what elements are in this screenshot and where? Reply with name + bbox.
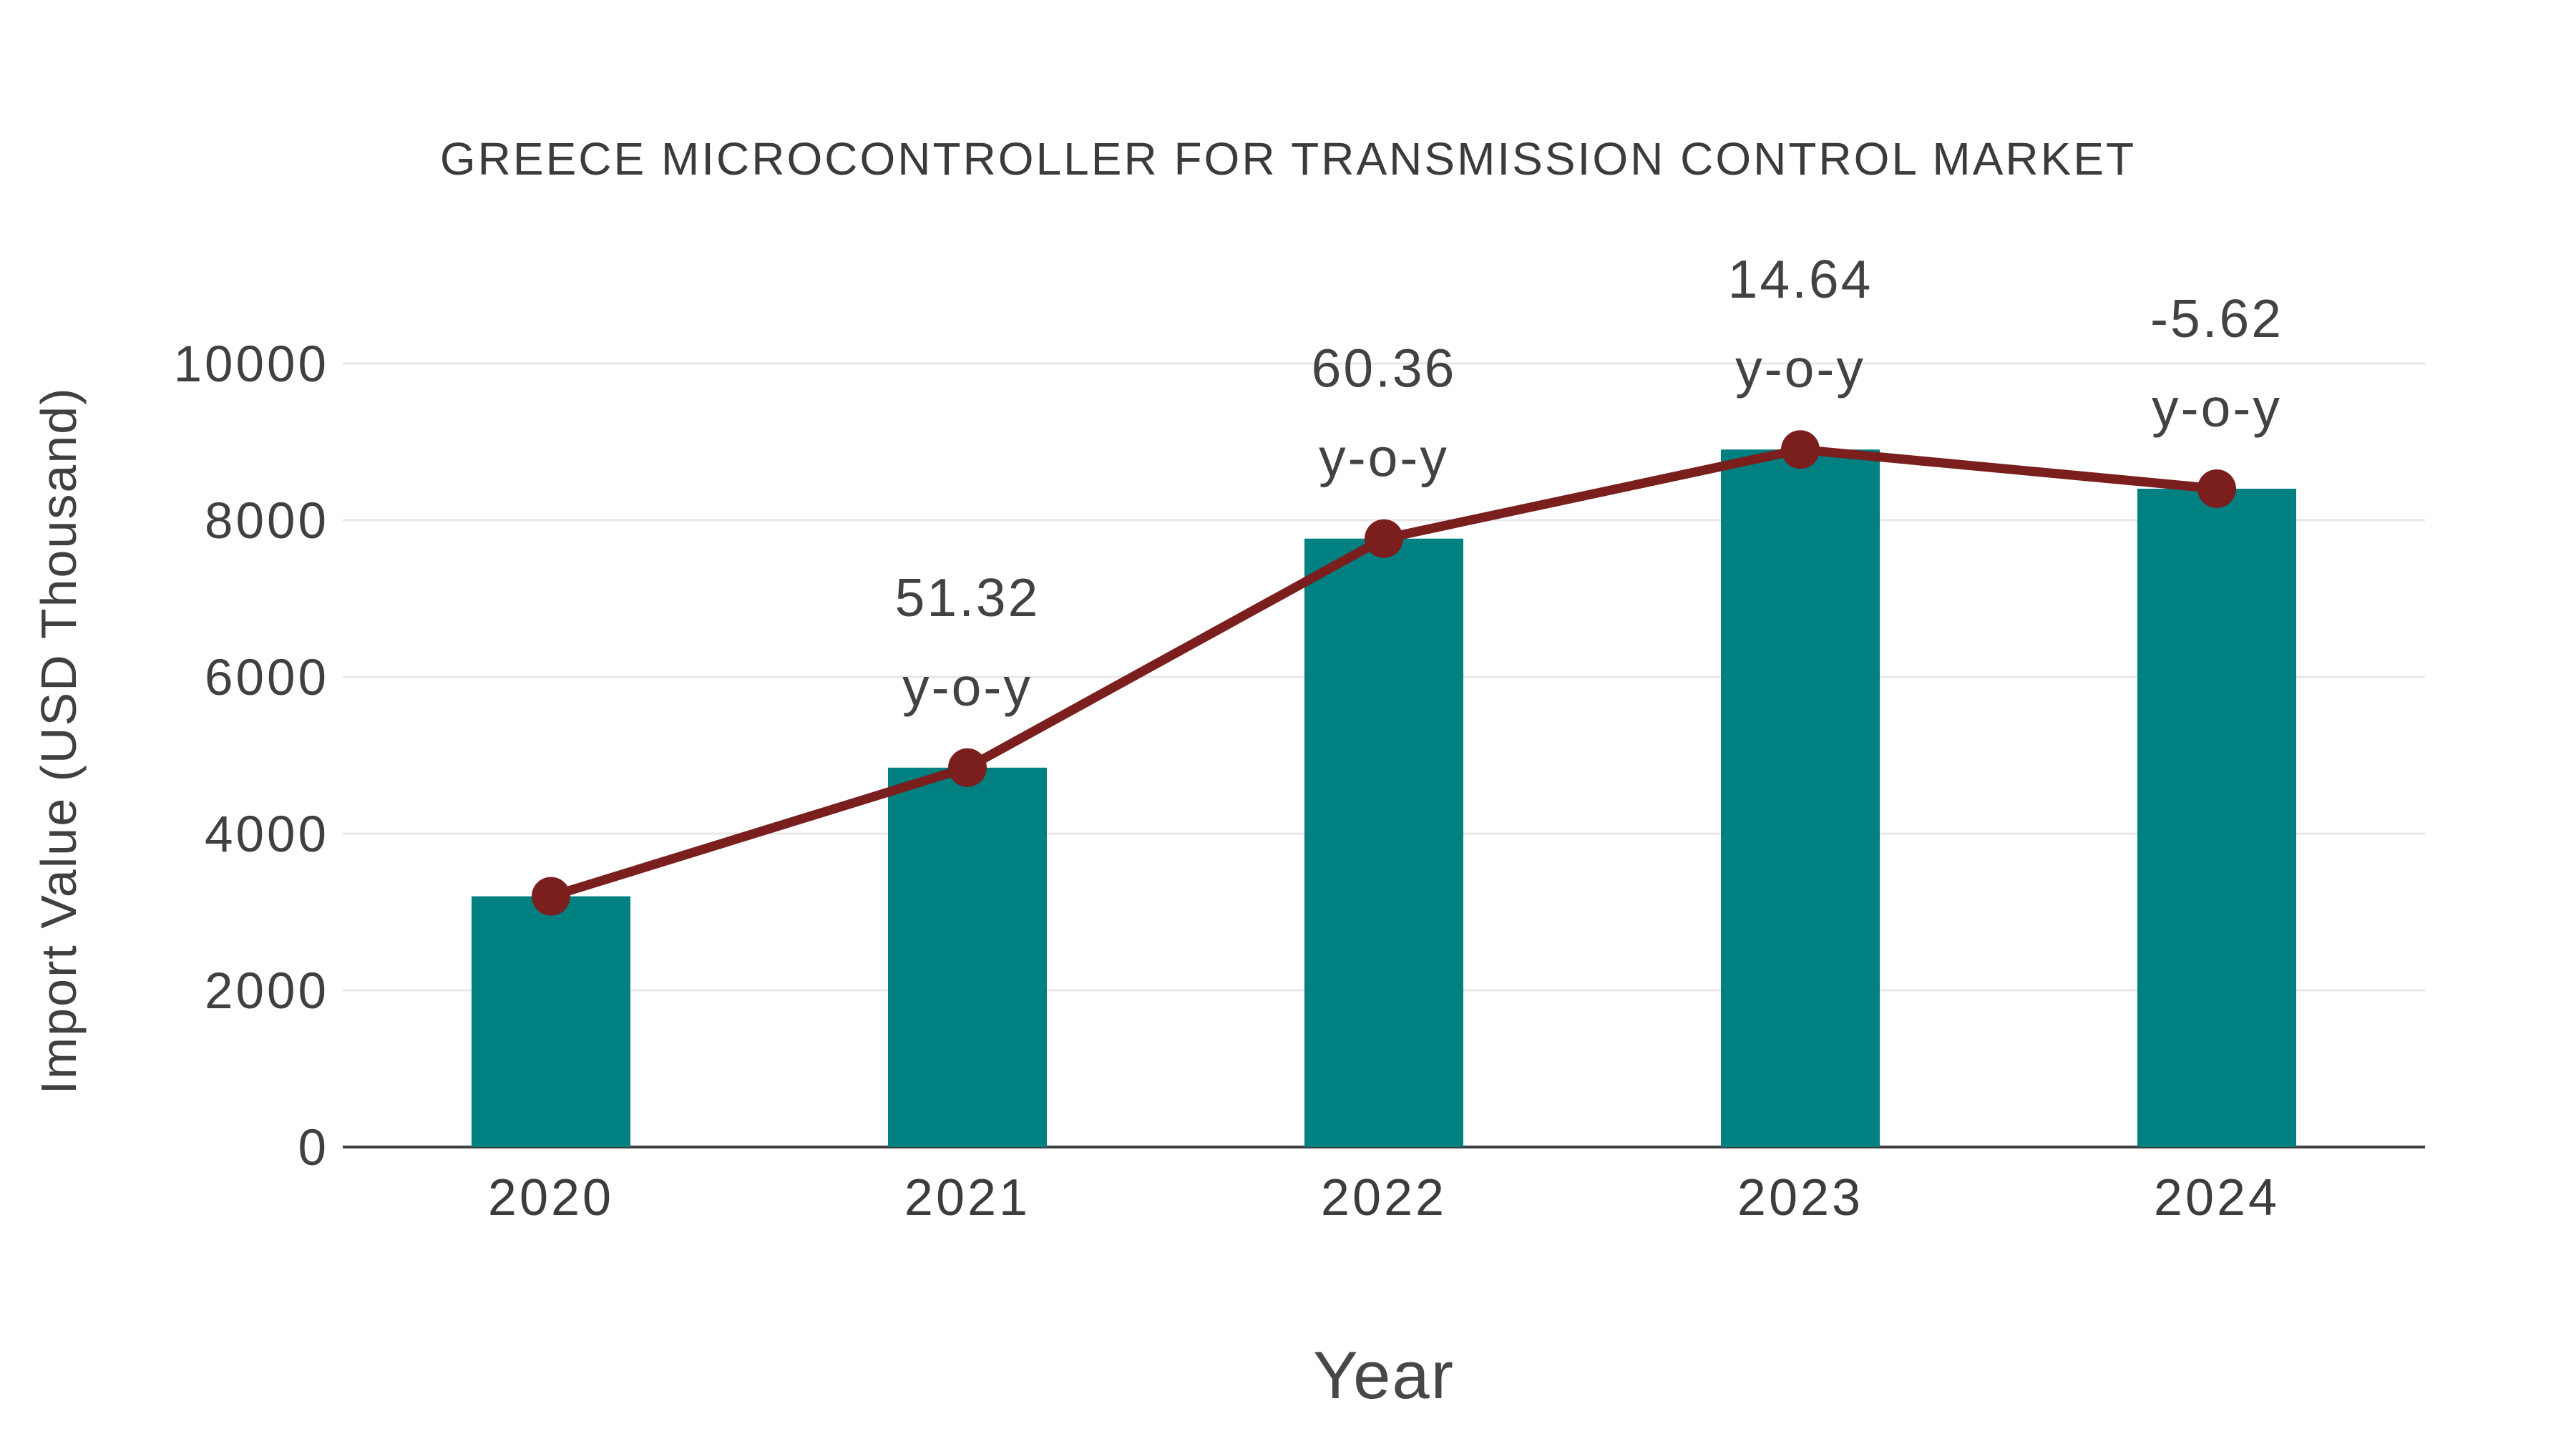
bar-2023 — [1721, 449, 1880, 1147]
x-tick-label-2020: 2020 — [488, 1169, 614, 1226]
annotation-suffix-2023: y-o-y — [1735, 338, 1865, 399]
x-tick-label-2022: 2022 — [1321, 1169, 1447, 1226]
y-tick-label-8000: 8000 — [205, 493, 329, 550]
x-tick-label-2024: 2024 — [2154, 1169, 2280, 1226]
marker-2023 — [1781, 430, 1820, 469]
marker-2020 — [532, 877, 570, 916]
y-tick-label-2000: 2000 — [205, 963, 329, 1020]
annotation-suffix-2024: y-o-y — [2152, 378, 2282, 438]
bar-2020 — [472, 896, 630, 1147]
bar-2022 — [1304, 538, 1463, 1147]
y-tick-label-0: 0 — [298, 1120, 330, 1176]
annotation-value-2021: 51.32 — [895, 567, 1040, 628]
y-tick-label-4000: 4000 — [205, 806, 329, 863]
y-tick-label-6000: 6000 — [205, 650, 329, 706]
x-tick-label-2021: 2021 — [904, 1169, 1030, 1226]
chart-title: GREECE MICROCONTROLLER FOR TRANSMISSION … — [439, 133, 2137, 185]
marker-2022 — [1365, 519, 1403, 558]
marker-2021 — [948, 748, 987, 787]
annotation-value-2024: -5.62 — [2150, 288, 2283, 348]
marker-2024 — [2197, 469, 2236, 508]
annotation-suffix-2022: y-o-y — [1319, 428, 1449, 488]
annotation-value-2023: 14.64 — [1728, 249, 1873, 309]
x-axis-title: Year — [1313, 1337, 1455, 1413]
y-tick-label-10000: 10000 — [174, 336, 329, 393]
annotation-suffix-2021: y-o-y — [902, 657, 1033, 717]
annotation-value-2022: 60.36 — [1312, 338, 1457, 399]
x-tick-label-2023: 2023 — [1737, 1169, 1863, 1226]
bar-2021 — [888, 767, 1047, 1147]
bar-2024 — [2137, 488, 2296, 1147]
